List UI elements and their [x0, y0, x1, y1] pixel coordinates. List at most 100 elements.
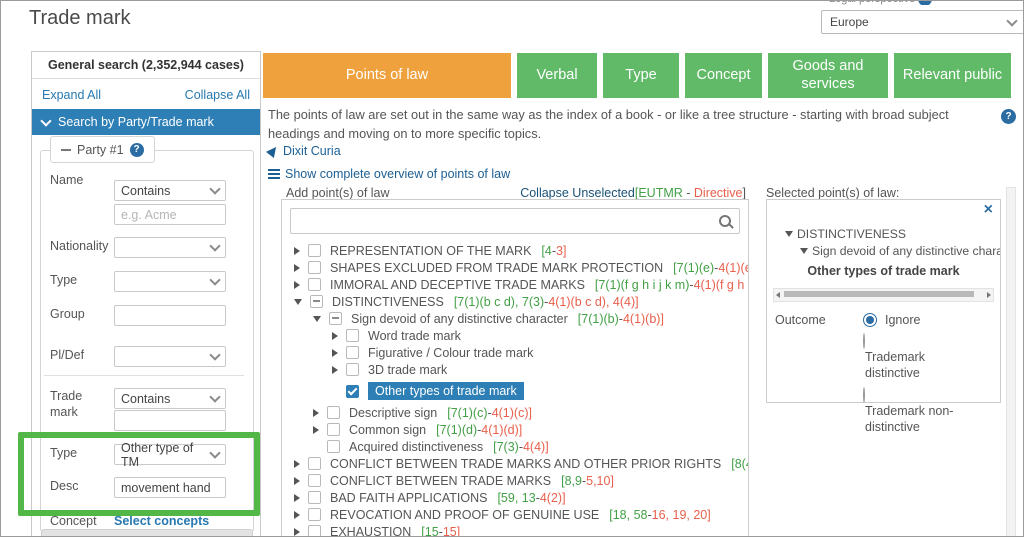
- tree-row-selected[interactable]: Other types of trade mark: [282, 381, 748, 401]
- checkbox[interactable]: [308, 474, 321, 487]
- horizontal-scrollbar[interactable]: [773, 288, 994, 302]
- help-icon[interactable]: ?: [129, 142, 144, 157]
- desc-input[interactable]: [114, 477, 226, 498]
- tree-search-input[interactable]: [290, 208, 740, 234]
- checkbox[interactable]: [308, 508, 321, 521]
- checkbox-indeterminate[interactable]: [310, 295, 323, 308]
- collapse-all-link[interactable]: Collapse All: [184, 88, 250, 102]
- tab-relevant-public[interactable]: Relevant public: [894, 53, 1011, 98]
- collapse-icon[interactable]: [61, 148, 71, 151]
- tree-row-label: Sign devoid of any distinctive character: [351, 311, 568, 326]
- checkbox[interactable]: [346, 329, 359, 342]
- tree-row[interactable]: CONFLICT BETWEEN TRADE MARKS [8,9 - 5,10…: [282, 472, 748, 489]
- checkbox[interactable]: [327, 423, 340, 436]
- help-icon[interactable]: ?: [1001, 109, 1016, 125]
- checkbox[interactable]: [308, 525, 321, 536]
- expand-icon[interactable]: [294, 459, 300, 468]
- tree-row[interactable]: DISTINCTIVENESS [7(1)(b c d), 7(3) - 4(1…: [282, 293, 748, 310]
- expand-icon[interactable]: [294, 280, 300, 289]
- tree-row[interactable]: SHAPES EXCLUDED FROM TRADE MARK PROTECTI…: [282, 259, 748, 276]
- collapse-icon[interactable]: [785, 230, 793, 237]
- radio-selected-icon[interactable]: [863, 313, 877, 327]
- expand-icon[interactable]: [294, 476, 300, 485]
- selected-node-2[interactable]: Sign devoid of any distinctive charact: [767, 242, 1000, 259]
- collapse-unselected-link[interactable]: Collapse Unselected: [520, 186, 635, 200]
- expand-icon[interactable]: [294, 493, 300, 502]
- pldef-select[interactable]: [114, 346, 226, 367]
- tree-row[interactable]: BAD FAITH APPLICATIONS [59, 13 - 4(2)]: [282, 489, 748, 506]
- radio-option-ignore[interactable]: Ignore: [863, 313, 965, 327]
- expand-icon[interactable]: [332, 331, 338, 340]
- checkbox[interactable]: [346, 363, 359, 376]
- tab-verbal[interactable]: Verbal: [517, 53, 597, 98]
- section-search-by-party[interactable]: Search by Party/Trade mark: [32, 109, 260, 135]
- tab-type[interactable]: Type: [603, 53, 679, 98]
- checkbox[interactable]: [308, 278, 321, 291]
- collapse-icon[interactable]: [294, 298, 302, 305]
- tree-row[interactable]: Descriptive sign [7(1)(c) - 4(1)(c)]: [282, 404, 748, 421]
- eutmr-label[interactable]: EUTMR: [638, 186, 683, 200]
- name-input[interactable]: [114, 204, 226, 225]
- tab-points-of-law[interactable]: Points of law: [263, 53, 511, 98]
- tree-row[interactable]: Acquired distinctiveness [7(3) - 4(4)]: [282, 438, 748, 455]
- search-icon[interactable]: [719, 215, 731, 227]
- checkbox[interactable]: [308, 261, 321, 274]
- tm-type-select[interactable]: Other type of TM: [114, 441, 226, 469]
- radio-icon[interactable]: [863, 387, 865, 404]
- expand-all-link[interactable]: Expand All: [42, 88, 102, 102]
- directive-label[interactable]: Directive: [693, 186, 743, 200]
- tree-row[interactable]: Sign devoid of any distinctive character…: [282, 310, 748, 327]
- scroll-right-icon[interactable]: [987, 292, 991, 298]
- checkbox[interactable]: [346, 346, 359, 359]
- next-section-header-partial[interactable]: [41, 529, 253, 536]
- checkbox[interactable]: [308, 244, 321, 257]
- expand-icon[interactable]: [294, 527, 300, 536]
- expand-icon[interactable]: [332, 365, 338, 374]
- expand-icon[interactable]: [332, 348, 338, 357]
- scrollbar-thumb[interactable]: [784, 291, 974, 297]
- scroll-left-icon[interactable]: [776, 292, 780, 298]
- close-icon[interactable]: ×: [983, 201, 993, 218]
- region-select[interactable]: Europe: [821, 10, 1023, 34]
- checkbox-checked[interactable]: [346, 384, 359, 398]
- tree-row[interactable]: Common sign [7(1)(d) - 4(1)(d)]: [282, 421, 748, 438]
- group-input[interactable]: [114, 305, 226, 326]
- checkbox[interactable]: [308, 491, 321, 504]
- trademark-input[interactable]: [114, 410, 226, 431]
- tree-row[interactable]: REPRESENTATION OF THE MARK [4 - 3]: [282, 242, 748, 259]
- name-operator-select[interactable]: Contains: [114, 180, 226, 201]
- tree-row[interactable]: REVOCATION AND PROOF OF GENUINE USE [18,…: [282, 506, 748, 523]
- trademark-operator-select[interactable]: Contains: [114, 388, 226, 409]
- expand-icon[interactable]: [313, 425, 319, 434]
- tree-row[interactable]: CONFLICT BETWEEN TRADE MARKS AND OTHER P…: [282, 455, 748, 472]
- checkbox[interactable]: [327, 406, 340, 419]
- expand-icon[interactable]: [294, 263, 300, 272]
- tree-row[interactable]: Figurative / Colour trade mark: [282, 344, 748, 361]
- dixit-curia-link[interactable]: Dixit Curia: [265, 143, 341, 159]
- select-concepts-link[interactable]: Select concepts: [114, 514, 210, 528]
- tree-row[interactable]: EXHAUSTION [15 - 15]: [282, 523, 748, 536]
- checkbox[interactable]: [327, 440, 340, 453]
- radio-option-non-distinctive[interactable]: Trademark non-distinctive: [863, 387, 965, 435]
- nationality-select[interactable]: [114, 237, 226, 258]
- tree-row[interactable]: 3D trade mark: [282, 361, 748, 378]
- help-icon[interactable]: ?: [918, 1, 933, 5]
- type-select[interactable]: [114, 271, 226, 292]
- expand-icon[interactable]: [294, 246, 300, 255]
- collapse-icon[interactable]: [313, 315, 321, 322]
- party-legend[interactable]: Party #1 ?: [50, 136, 155, 163]
- radio-icon[interactable]: [863, 333, 865, 349]
- tab-goods-and-services[interactable]: Goods and services: [768, 53, 888, 98]
- checkbox[interactable]: [308, 457, 321, 470]
- selected-node-1[interactable]: DISTINCTIVENESS: [767, 225, 1000, 242]
- overview-link[interactable]: Show complete overview of points of law: [268, 167, 510, 181]
- vertical-scrollbar[interactable]: [1006, 187, 1016, 536]
- radio-option-distinctive[interactable]: Trademark distinctive: [863, 333, 965, 381]
- expand-icon[interactable]: [313, 408, 319, 417]
- checkbox-indeterminate[interactable]: [329, 312, 342, 325]
- tree-row[interactable]: IMMORAL AND DECEPTIVE TRADE MARKS [7(1)(…: [282, 276, 748, 293]
- expand-icon[interactable]: [294, 510, 300, 519]
- tab-concept[interactable]: Concept: [685, 53, 762, 98]
- collapse-icon[interactable]: [800, 247, 808, 254]
- tree-row[interactable]: Word trade mark: [282, 327, 748, 344]
